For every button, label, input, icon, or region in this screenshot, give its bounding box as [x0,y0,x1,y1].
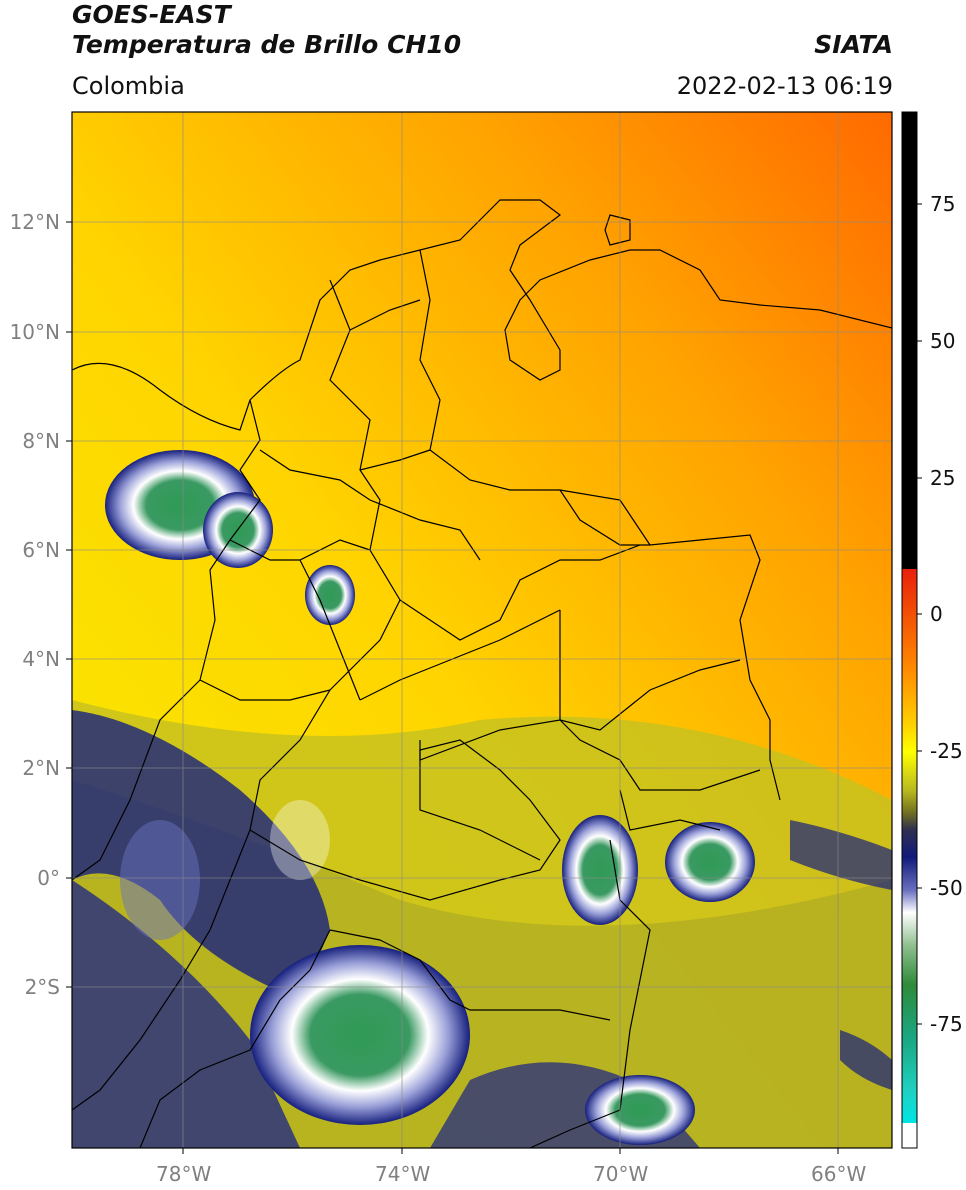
lat-tick-label: 0° [37,866,60,890]
lat-tick-label: 8°N [22,429,60,453]
lon-tick-label: 74°W [375,1162,431,1186]
lat-tick-label: 12°N [9,210,60,234]
graticule [72,112,892,1148]
colorbar-tick-label: 25 [930,466,956,490]
source-label: SIATA [814,30,893,59]
title-line2: Temperatura de Brillo CH10 [72,30,462,59]
lat-tick-label: 4°N [22,647,60,671]
colorbar [901,111,922,1149]
map-frame [71,111,893,1149]
colorbar-tick-label: 50 [930,329,956,353]
colorbar-tick-label: -50 [930,876,963,900]
colorbar-tick-label: -25 [930,739,963,763]
lat-tick-label: 6°N [22,538,60,562]
datetime-label: 2022-02-13 06:19 [676,72,893,100]
lon-tick-label: 78°W [156,1162,212,1186]
map-ticks [66,221,839,1154]
satellite-imagery [72,112,892,1148]
colorbar-tick-label: 75 [930,192,956,216]
lon-tick-label: 66°W [811,1162,867,1186]
region-label: Colombia [72,72,185,100]
lat-tick-label: 2°N [22,756,60,780]
lat-tick-label: 2°S [24,975,60,999]
colorbar-tick-label: 0 [930,602,943,626]
lon-tick-label: 70°W [593,1162,649,1186]
colorbar-tick-label: -75 [930,1012,963,1036]
lat-tick-label: 10°N [9,320,60,344]
title-line1: GOES-EAST [72,0,231,29]
